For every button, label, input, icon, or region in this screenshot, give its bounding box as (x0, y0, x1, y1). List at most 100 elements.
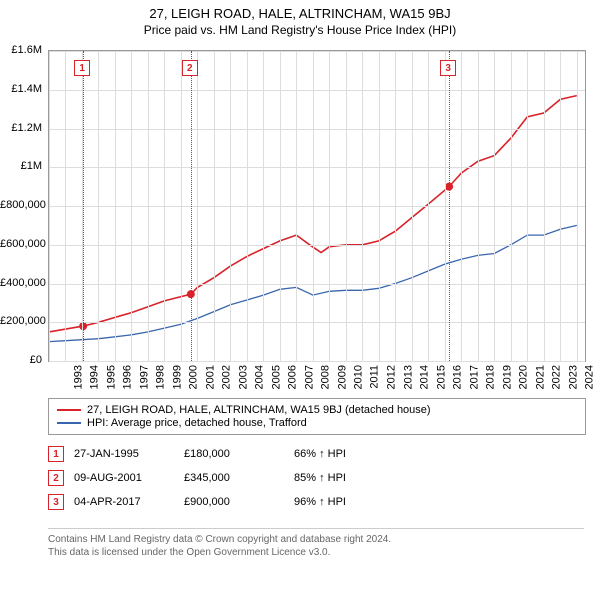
y-axis-label: £800,000 (0, 199, 42, 211)
gridline-v (214, 51, 215, 361)
chart-title: 27, LEIGH ROAD, HALE, ALTRINCHAM, WA15 9… (0, 0, 600, 21)
x-axis-label: 2005 (270, 365, 282, 389)
chart-subtitle: Price paid vs. HM Land Registry's House … (0, 21, 600, 37)
legend-swatch (57, 409, 81, 411)
gridline-v (131, 51, 132, 361)
gridline-h (49, 90, 585, 91)
chart-legend: 27, LEIGH ROAD, HALE, ALTRINCHAM, WA15 9… (48, 398, 586, 435)
x-axis-label: 2007 (303, 365, 315, 389)
gridline-h (49, 129, 585, 130)
chart-plot-area (48, 50, 586, 362)
x-axis-label: 2019 (501, 365, 513, 389)
gridline-v (164, 51, 165, 361)
gridline-v (395, 51, 396, 361)
gridline-v (461, 51, 462, 361)
sales-row-delta: 66% ↑ HPI (294, 448, 394, 460)
x-axis-label: 1999 (171, 365, 183, 389)
gridline-h (49, 284, 585, 285)
gridline-v (197, 51, 198, 361)
sales-row-marker: 1 (48, 446, 64, 462)
x-axis-label: 2017 (468, 365, 480, 389)
sale-marker-line (449, 51, 450, 361)
x-axis-label: 2003 (237, 365, 249, 389)
sales-row-marker: 3 (48, 494, 64, 510)
gridline-v (560, 51, 561, 361)
x-axis-label: 1996 (122, 365, 134, 389)
y-axis-label: £1.2M (0, 122, 42, 134)
gridline-v (65, 51, 66, 361)
sales-row-delta: 85% ↑ HPI (294, 472, 394, 484)
x-axis-label: 2020 (518, 365, 530, 389)
sales-table-row: 3 04-APR-2017 £900,000 96% ↑ HPI (48, 494, 394, 510)
x-axis-label: 2013 (402, 365, 414, 389)
footer-line1: Contains HM Land Registry data © Crown c… (48, 533, 584, 546)
x-axis-label: 2014 (419, 365, 431, 389)
gridline-v (49, 51, 50, 361)
x-axis-label: 1998 (155, 365, 167, 389)
sales-table-row: 127-JAN-1995£180,00066% ↑ HPI (48, 446, 394, 462)
sale-marker-box: 2 (182, 60, 198, 76)
gridline-h (49, 245, 585, 246)
sale-marker-box: 3 (440, 60, 456, 76)
x-axis-label: 2018 (485, 365, 497, 389)
gridline-v (494, 51, 495, 361)
gridline-v (428, 51, 429, 361)
sales-row-price: £900,000 (184, 496, 284, 508)
x-axis-label: 2015 (435, 365, 447, 389)
gridline-h (49, 206, 585, 207)
x-axis-label: 2008 (320, 365, 332, 389)
legend-row: 27, LEIGH ROAD, HALE, ALTRINCHAM, WA15 9… (57, 404, 577, 416)
x-axis-label: 2000 (188, 365, 200, 389)
legend-swatch (57, 422, 81, 424)
footer-attribution: Contains HM Land Registry data © Crown c… (48, 528, 584, 559)
gridline-h (49, 361, 585, 362)
gridline-v (263, 51, 264, 361)
x-axis-label: 2024 (584, 365, 596, 389)
gridline-v (478, 51, 479, 361)
y-axis-label: £1.4M (0, 83, 42, 95)
x-axis-label: 1997 (138, 365, 150, 389)
sales-row-delta: 96% ↑ HPI (294, 496, 394, 508)
legend-label: HPI: Average price, detached house, Traf… (87, 417, 307, 429)
x-axis-label: 2011 (369, 365, 381, 389)
x-axis-label: 2006 (287, 365, 299, 389)
x-axis-label: 2010 (353, 365, 365, 389)
sales-row-marker: 2 (48, 470, 64, 486)
x-axis-label: 2021 (534, 365, 546, 389)
y-axis-label: £1.6M (0, 44, 42, 56)
legend-label: 27, LEIGH ROAD, HALE, ALTRINCHAM, WA15 9… (87, 404, 431, 416)
sale-marker-line (191, 51, 192, 361)
gridline-h (49, 167, 585, 168)
x-axis-label: 2001 (204, 365, 216, 389)
sales-row-price: £345,000 (184, 472, 284, 484)
sales-row-date: 04-APR-2017 (74, 496, 174, 508)
gridline-v (346, 51, 347, 361)
gridline-v (247, 51, 248, 361)
sale-marker-box: 1 (74, 60, 90, 76)
gridline-v (511, 51, 512, 361)
gridline-v (577, 51, 578, 361)
y-axis-label: £400,000 (0, 277, 42, 289)
y-axis-label: £200,000 (0, 315, 42, 327)
gridline-v (98, 51, 99, 361)
gridline-v (148, 51, 149, 361)
x-axis-label: 1993 (72, 365, 84, 389)
gridline-v (445, 51, 446, 361)
gridline-v (313, 51, 314, 361)
y-axis-label: £600,000 (0, 238, 42, 250)
x-axis-label: 2009 (336, 365, 348, 389)
gridline-v (329, 51, 330, 361)
gridline-v (362, 51, 363, 361)
x-axis-label: 2012 (386, 365, 398, 389)
x-axis-label: 2023 (567, 365, 579, 389)
x-axis-label: 1995 (105, 365, 117, 389)
gridline-v (115, 51, 116, 361)
gridline-v (527, 51, 528, 361)
sales-row-date: 09-AUG-2001 (74, 472, 174, 484)
x-axis-label: 2016 (452, 365, 464, 389)
legend-row: HPI: Average price, detached house, Traf… (57, 417, 577, 429)
footer-line2: This data is licensed under the Open Gov… (48, 546, 584, 559)
gridline-v (412, 51, 413, 361)
gridline-h (49, 322, 585, 323)
sales-table-row: 2 09-AUG-2001 £345,000 85% ↑ HPI (48, 470, 394, 486)
